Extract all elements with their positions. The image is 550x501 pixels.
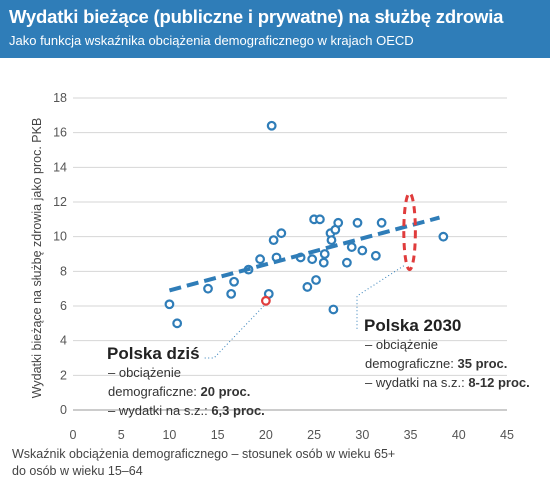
annotation-title-bg — [361, 315, 465, 336]
y-tick-label: 18 — [53, 91, 67, 105]
annotations: Polska dziś – obciążenie demograficzne: 20… — [104, 265, 530, 418]
annotation-value: 35 proc. — [458, 356, 508, 371]
y-tick-label: 4 — [60, 334, 67, 348]
data-point — [352, 217, 363, 228]
data-point — [370, 250, 381, 261]
data-point — [203, 283, 213, 294]
annotation-text: demograficzne: — [108, 384, 201, 399]
y-axis-label: Wydatki bieżące na służbę zdrowia jako p… — [30, 118, 44, 399]
x-tick-label: 0 — [70, 428, 77, 442]
y-tick-label: 8 — [60, 264, 67, 278]
annotation-value: 6,3 proc. — [211, 403, 264, 418]
data-points — [164, 120, 449, 329]
annotation-title: Polska 2030 — [364, 316, 461, 335]
y-tick-label: 2 — [60, 368, 67, 382]
chart-title: Wydatki bieżące (publiczne i prywatne) n… — [9, 6, 504, 27]
y-tick-label: 12 — [53, 195, 67, 209]
annotation-polska-dzis: Polska dziś – obciążenie demograficzne: 20… — [104, 343, 265, 418]
data-point — [164, 299, 175, 310]
data-point — [266, 120, 277, 131]
x-tick-label: 25 — [307, 428, 321, 442]
annotation-text: – wydatki na s.z.: — [108, 403, 211, 418]
data-point — [226, 288, 237, 299]
data-point — [357, 245, 368, 256]
data-point — [255, 254, 266, 265]
data-point — [268, 235, 279, 246]
data-point — [319, 249, 330, 259]
data-point — [311, 275, 321, 285]
x-tick-label: 10 — [162, 428, 176, 442]
gridlines — [73, 97, 507, 411]
data-point — [229, 276, 239, 287]
projection-ellipse — [402, 191, 417, 272]
data-point — [342, 257, 352, 268]
data-point — [172, 318, 183, 329]
data-point — [276, 228, 287, 239]
annotation-title-bg — [104, 343, 203, 364]
annotation-line: demograficzne: 20 proc. — [108, 384, 250, 399]
data-point — [314, 214, 325, 225]
annotation-line: – obciążenie — [108, 365, 181, 380]
data-point — [307, 254, 318, 265]
data-point — [333, 217, 344, 228]
data-point — [328, 304, 339, 315]
header-band: Wydatki bieżące (publiczne i prywatne) n… — [0, 0, 550, 58]
x-axis-label-line: do osób w wieku 15–64 — [12, 464, 143, 478]
data-point — [318, 257, 329, 268]
axis-ticks: 0 2 4 6 8 10 12 14 16 18 0 5 10 15 20 25 30 35 40 45 — [53, 91, 514, 442]
y-tick-label: 6 — [60, 299, 67, 313]
data-point — [438, 231, 449, 242]
annotation-title: Polska dziś — [107, 344, 200, 363]
y-tick-label: 10 — [53, 230, 67, 244]
annotation-polska-2030: Polska 2030 – obciążenie demograficzne: 35… — [361, 315, 530, 390]
x-axis-label-line: Wskaźnik obciążenia demograficznego – st… — [12, 447, 395, 461]
annotation-line: – wydatki na s.z.: 6,3 proc. — [108, 403, 265, 418]
axis-labels: Wydatki bieżące na służbę zdrowia jako p… — [12, 118, 395, 478]
data-point — [302, 282, 313, 292]
chart-subtitle: Jako funkcja wskaźnika obciążenia demogr… — [9, 33, 414, 48]
data-point — [376, 217, 387, 228]
x-tick-label: 30 — [355, 428, 369, 442]
annotation-line: – obciążenie — [365, 337, 438, 352]
x-tick-label: 5 — [118, 428, 125, 442]
annotation-value: 20 proc. — [201, 384, 251, 399]
trend-line-group — [168, 191, 441, 293]
data-point — [346, 242, 357, 252]
x-tick-label: 40 — [452, 428, 466, 442]
trend-line — [168, 215, 441, 293]
annotation-value: 8-12 proc. — [468, 375, 529, 390]
data-point — [326, 235, 337, 246]
annotation-text: – wydatki na s.z.: — [365, 375, 468, 390]
x-tick-label: 20 — [259, 428, 273, 442]
x-tick-label: 45 — [500, 428, 514, 442]
annotation-line: demograficzne: 35 proc. — [365, 356, 507, 371]
highlight-point-poland — [260, 295, 271, 306]
x-tick-label: 15 — [211, 428, 225, 442]
y-tick-label: 16 — [53, 126, 67, 140]
annotation-line: – wydatki na s.z.: 8-12 proc. — [365, 375, 530, 390]
x-tick-label: 35 — [404, 428, 418, 442]
y-tick-label: 14 — [53, 160, 67, 174]
y-tick-label: 0 — [60, 403, 67, 417]
annotation-text: demograficzne: — [365, 356, 458, 371]
